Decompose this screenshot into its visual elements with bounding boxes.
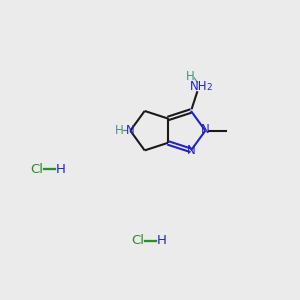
Text: Cl: Cl bbox=[132, 234, 145, 247]
Text: 2: 2 bbox=[206, 82, 212, 91]
Text: H: H bbox=[55, 163, 65, 176]
Text: N: N bbox=[187, 145, 196, 158]
Text: NH: NH bbox=[190, 80, 208, 93]
Text: Cl: Cl bbox=[31, 163, 44, 176]
Text: H: H bbox=[156, 234, 166, 247]
Text: N: N bbox=[201, 123, 210, 136]
Text: N: N bbox=[126, 124, 135, 136]
Text: H: H bbox=[186, 70, 194, 83]
Text: H: H bbox=[115, 124, 123, 136]
